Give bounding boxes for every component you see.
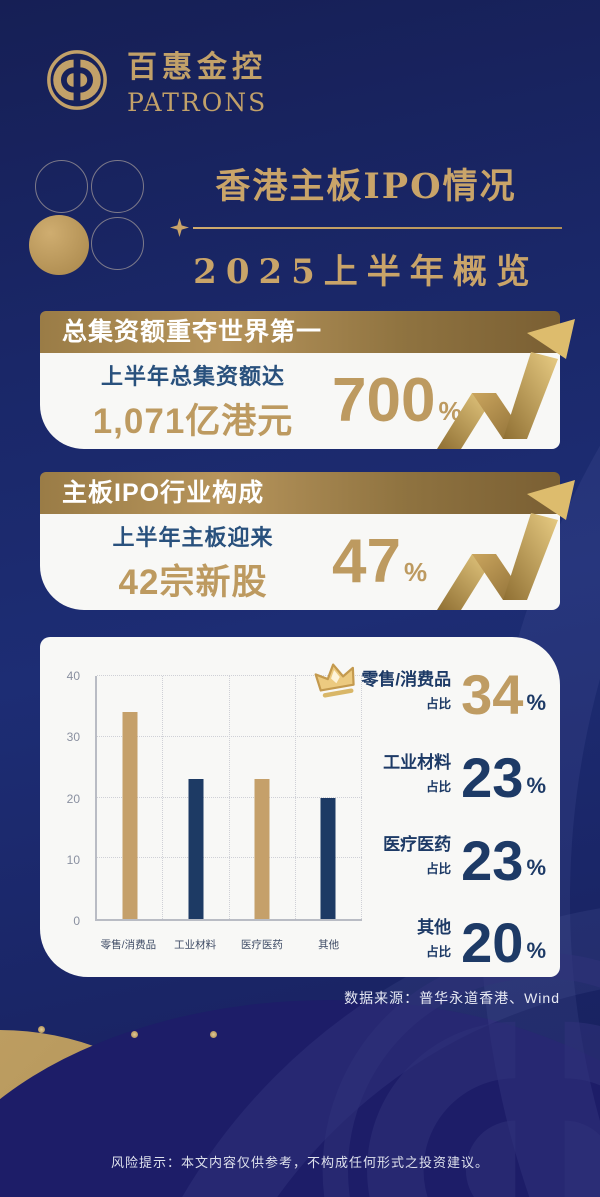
bar-cell [296, 676, 362, 919]
industry-stat-labels: 零售/消费品 占比 [361, 665, 451, 712]
page-title: 香港主板IPO情况 [215, 166, 517, 207]
industry-label: 医疗医药 [383, 835, 452, 855]
bar-cell [97, 676, 164, 919]
bar [188, 779, 204, 919]
y-axis-labels: 0 10 20 30 40 [50, 669, 88, 928]
growth-value: 700 [332, 365, 436, 435]
brand-header: 百惠金控 PATRONS [44, 42, 267, 117]
y-tick-label: 30 [66, 730, 80, 745]
percent-sign: % [526, 690, 546, 715]
industry-chart-card: 0 10 20 30 40 零售/消费品 工业材料 医疗医药 其他 零售/消费品 占比 34 … [40, 637, 560, 977]
crown-icon [314, 663, 356, 698]
share-value: 20 [461, 911, 524, 975]
card-highlight-value: 42宗新股 [118, 562, 268, 602]
share-label: 占比 [426, 944, 452, 959]
industry-label: 零售/消费品 [361, 670, 452, 689]
gridline [97, 857, 362, 859]
deco-circles [29, 160, 149, 276]
disclaimer: 风险提示：本文内容仅供参考，不构成任何形式之投资建议。 [110, 1155, 489, 1170]
industry-stat-row: 工业材料 占比 23 % [314, 745, 546, 809]
x-tick-label: 工业材料 [174, 939, 217, 951]
card-lead-text: 上半年主板迎来 [112, 524, 274, 550]
share-value: 34 [461, 663, 524, 727]
x-tick-label: 零售/消费品 [100, 939, 157, 951]
brand-logo-icon [47, 49, 107, 110]
brand-name-en: PATRONS [127, 88, 268, 117]
industry-stat-row: 医疗医药 占比 23 % [314, 828, 546, 892]
title-divider [170, 218, 562, 237]
x-axis-labels: 零售/消费品 工业材料 医疗医药 其他 [95, 937, 362, 952]
gridline [97, 735, 362, 737]
share-label: 占比 [426, 779, 452, 794]
industry-label: 工业材料 [383, 752, 452, 772]
x-tick-label: 其他 [318, 939, 340, 951]
percent-sign: % [438, 396, 462, 427]
bar-cell [230, 676, 296, 919]
growth-arrow-icon [437, 319, 575, 449]
percent-sign: % [526, 855, 546, 881]
bar-cell [163, 676, 230, 919]
circle-decoration [91, 217, 144, 270]
title-section: 香港主板IPO情况 2025上半年概览 [0, 158, 600, 292]
industry-stats-list: 零售/消费品 占比 34 % 工业材料 占比 23 % 医疗医药 占比 23 %… [314, 663, 546, 975]
share-value: 23 [461, 745, 524, 809]
card-banner: 总集资额重夺世界第一 [40, 311, 560, 353]
ipo-count-card: 主板IPO行业构成 上半年主板迎来 42宗新股 47 % [40, 472, 575, 610]
growth-value: 47 [332, 526, 401, 596]
sparkle-star-icon [170, 218, 189, 237]
card-lead-text: 上半年总集资额达 [100, 363, 285, 389]
bar [320, 797, 336, 919]
plot-area [95, 675, 362, 921]
crown-slot [313, 661, 359, 706]
percent-sign: % [526, 937, 546, 963]
y-tick-label: 0 [73, 914, 80, 928]
sparkle-decoration [210, 1031, 217, 1038]
y-tick-label: 20 [66, 791, 80, 806]
x-tick-label: 医疗医药 [240, 939, 283, 951]
growth-arrow-icon [437, 480, 575, 610]
y-tick-label: 40 [66, 669, 80, 683]
share-label: 占比 [426, 697, 452, 711]
card-highlight-value: 1,071亿港元 [92, 401, 294, 441]
growth-stat: 700 % [332, 365, 462, 435]
industry-stat-labels: 医疗医药 占比 [383, 830, 451, 877]
industry-stat-row: 零售/消费品 占比 34 % [314, 663, 546, 727]
data-source: 数据来源：普华永道香港、Wind [344, 990, 560, 1006]
card-banner: 主板IPO行业构成 [40, 472, 560, 514]
gridline [97, 675, 362, 676]
percent-sign: % [526, 772, 546, 798]
y-tick-label: 10 [66, 852, 80, 867]
brand-name-cn: 百惠金控 [127, 50, 267, 85]
bar [122, 712, 138, 919]
circle-decoration [91, 160, 144, 213]
gridline [97, 796, 362, 798]
sparkle-decoration [131, 1031, 138, 1038]
filled-circle-decoration [29, 215, 89, 275]
circle-decoration [35, 160, 88, 213]
share-label: 占比 [426, 862, 452, 877]
growth-stat: 47 % [332, 526, 428, 596]
bar [254, 779, 270, 919]
sparkle-decoration [38, 1026, 45, 1033]
share-value: 23 [461, 828, 524, 892]
fundraising-card: 总集资额重夺世界第一 上半年总集资额达 1,071亿港元 700 % [40, 311, 575, 449]
percent-sign: % [403, 557, 428, 588]
industry-label: 其他 [417, 917, 452, 937]
page-subtitle: 2025上半年概览 [193, 252, 539, 292]
industry-stat-labels: 工业材料 占比 [383, 748, 451, 795]
industry-stat-labels: 其他 占比 [417, 913, 451, 960]
industry-stat-row: 其他 占比 20 % [314, 911, 546, 975]
brand-text: 百惠金控 PATRONS [127, 42, 267, 117]
